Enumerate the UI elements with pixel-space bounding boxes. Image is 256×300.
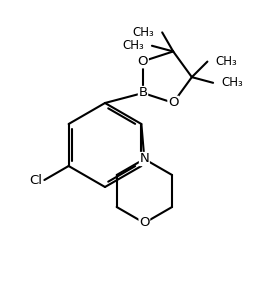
Text: CH₃: CH₃ xyxy=(221,76,243,89)
Text: Cl: Cl xyxy=(29,173,42,187)
Text: O: O xyxy=(138,55,148,68)
Text: O: O xyxy=(168,96,178,109)
Text: CH₃: CH₃ xyxy=(132,26,154,39)
Text: B: B xyxy=(138,86,147,100)
Text: CH₃: CH₃ xyxy=(122,39,144,52)
Text: O: O xyxy=(139,217,150,230)
Text: N: N xyxy=(140,152,149,166)
Text: CH₃: CH₃ xyxy=(215,55,237,68)
